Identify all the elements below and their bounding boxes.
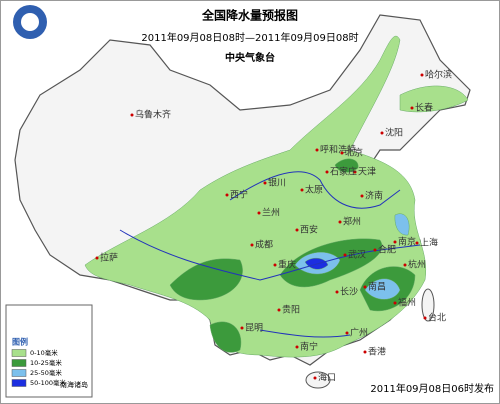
city-label: 香港 — [368, 346, 386, 358]
city-label: 天津 — [358, 167, 376, 178]
logo-inner — [21, 13, 39, 31]
city-dot — [95, 256, 99, 260]
logo — [13, 5, 47, 39]
rivers — [119, 171, 421, 338]
city-dot — [345, 331, 349, 335]
rain-area — [364, 278, 401, 300]
legend-swatch — [11, 379, 27, 387]
city-label: 长沙 — [340, 286, 358, 298]
city-label: 哈尔滨 — [425, 69, 452, 81]
legend-swatch — [11, 369, 27, 377]
city-label: 银川 — [268, 177, 286, 189]
title: 全国降水量预报图 — [201, 8, 298, 23]
city-label: 海口 — [318, 372, 336, 384]
taiwan — [421, 288, 435, 322]
hainan — [305, 371, 331, 389]
legend-label: 50-100毫米 — [30, 378, 67, 387]
city-dot — [315, 148, 319, 152]
city-label: 台北 — [428, 312, 446, 324]
city-dot — [353, 170, 357, 174]
river — [119, 229, 421, 281]
city-label: 福州 — [398, 297, 416, 309]
rain-area — [209, 321, 242, 353]
city-dot — [423, 316, 427, 320]
city-label: 乌鲁木齐 — [135, 109, 171, 121]
city-dot — [130, 113, 134, 117]
legend-swatch — [11, 349, 27, 357]
city-label: 合肥 — [378, 244, 396, 256]
rain-area — [394, 213, 410, 236]
city-dot — [335, 290, 339, 294]
river — [229, 171, 401, 209]
city-dot — [338, 220, 342, 224]
inset-label: 南海诸岛 — [60, 380, 88, 389]
city-label: 拉萨 — [100, 252, 118, 264]
city-dot — [363, 350, 367, 354]
city-dot — [340, 151, 344, 155]
city-label: 西宁 — [230, 189, 248, 201]
river — [259, 329, 351, 338]
city-label: 广州 — [350, 327, 368, 339]
city-dot — [250, 243, 254, 247]
city-label: 重庆 — [278, 259, 296, 271]
city-dot — [373, 248, 377, 252]
city-label: 济南 — [365, 190, 383, 202]
city-dot — [295, 228, 299, 232]
city-label: 长春 — [415, 102, 433, 114]
city-dot — [273, 263, 277, 267]
city-label: 武汉 — [348, 249, 366, 261]
city-label: 西安 — [300, 224, 318, 236]
city-dot — [300, 188, 304, 192]
city-dot — [313, 376, 317, 380]
city-label: 昆明 — [245, 323, 263, 334]
city-label: 郑州 — [343, 216, 361, 228]
city-label: 南宁 — [300, 341, 318, 353]
city-label: 杭州 — [408, 259, 426, 271]
city-label: 石家庄 — [330, 166, 357, 178]
city-dot — [363, 285, 367, 289]
city-dot — [277, 308, 281, 312]
city-label: 上海 — [420, 237, 438, 249]
city-dot — [380, 131, 384, 135]
rain-area — [399, 85, 469, 113]
city-label: 兰州 — [262, 207, 280, 219]
legend-label: 25-50毫米 — [30, 368, 62, 377]
city-dot — [263, 181, 267, 185]
city-dot — [393, 240, 397, 244]
city-label: 北京 — [345, 147, 363, 159]
rain-area — [169, 258, 243, 301]
issuer: 中央气象台 — [225, 51, 275, 64]
city-label: 南京 — [398, 236, 416, 248]
city-dot — [393, 301, 397, 305]
city-dot — [420, 73, 424, 77]
city-label: 太原 — [305, 184, 323, 196]
rain-area — [334, 158, 359, 173]
city-dot — [240, 326, 244, 330]
city-dot — [410, 106, 414, 110]
city-dot — [403, 263, 407, 267]
rain-areas — [84, 35, 469, 358]
city-dot — [415, 241, 419, 245]
city-dot — [257, 211, 261, 215]
legend-label: 10-25毫米 — [30, 358, 62, 367]
city-label: 沈阳 — [385, 127, 403, 139]
city-label: 呼和浩特 — [320, 144, 356, 156]
city-dot — [360, 194, 364, 198]
city-dot — [225, 193, 229, 197]
city-dot — [325, 170, 329, 174]
legend-title: 图例 — [12, 337, 28, 347]
legend-swatch — [11, 359, 27, 367]
city-label: 成都 — [255, 239, 273, 251]
city-label: 贵阳 — [282, 304, 300, 316]
legend-label: 0-10毫米 — [30, 348, 58, 357]
city-label: 南昌 — [368, 281, 386, 293]
city-dot — [343, 253, 347, 257]
footer: 2011年09月08日06时发布 — [370, 382, 494, 395]
period: 2011年09月08日08时—2011年09月09日08时 — [141, 31, 358, 44]
city-dot — [295, 345, 299, 349]
